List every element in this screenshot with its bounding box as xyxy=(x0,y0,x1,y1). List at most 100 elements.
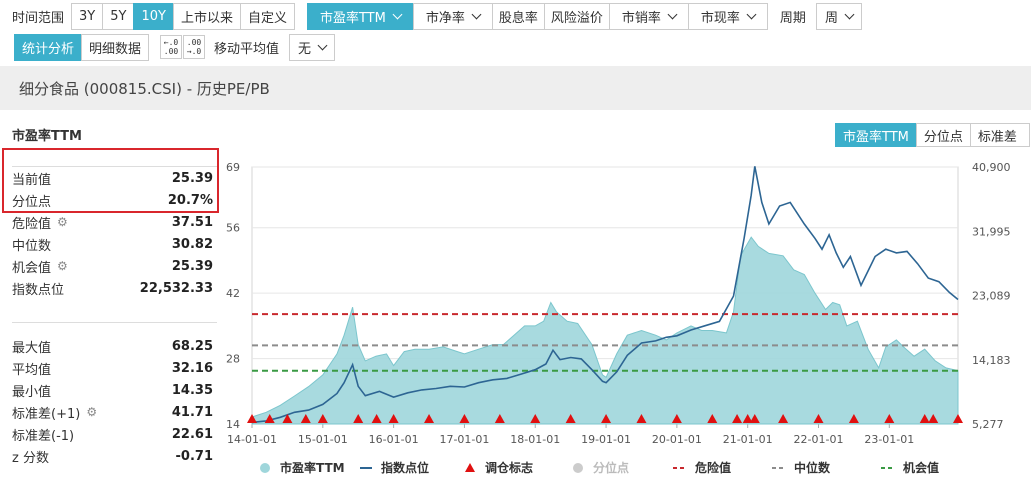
period-select[interactable]: 周 xyxy=(815,3,862,30)
x-tick-label: 17-01-01 xyxy=(439,433,489,446)
tab-risk-premium[interactable]: 风险溢价 xyxy=(543,3,610,30)
legend-marker-swatch xyxy=(465,463,475,472)
range-3y-button[interactable]: 3Y xyxy=(71,3,104,30)
stat-value: 22.61 xyxy=(171,426,213,442)
stat-index-row: 指数点位 22,532.33 xyxy=(12,278,213,298)
gear-icon[interactable]: ⚙ xyxy=(57,259,68,273)
x-tick-label: 21-01-01 xyxy=(723,433,773,446)
legend-label: 调仓标志 xyxy=(485,460,533,475)
decrease-decimals-icon[interactable]: .00 →.0 xyxy=(183,35,206,59)
stat-median-row: 中位数 30.82 xyxy=(12,234,213,254)
stat-value: 41.71 xyxy=(171,404,213,420)
gear-icon[interactable]: ⚙ xyxy=(86,405,98,419)
range-5y-button[interactable]: 5Y xyxy=(102,3,135,30)
tab-statistics[interactable]: 统计分析 xyxy=(14,33,83,61)
moving-average-select[interactable]: 无 xyxy=(289,33,336,61)
divider xyxy=(12,166,217,167)
rebalance-marker xyxy=(459,414,470,423)
rebalance-marker xyxy=(671,414,682,423)
y-left-tick-label: 56 xyxy=(226,222,240,235)
x-tick-label: 23-01-01 xyxy=(864,433,914,446)
tab-ps[interactable]: 市销率 xyxy=(608,3,689,30)
rebalance-marker xyxy=(742,414,753,423)
stat-label: 标准差(+1) xyxy=(12,406,81,422)
y-left-tick-label: 14 xyxy=(226,418,240,431)
x-tick-label: 18-01-01 xyxy=(510,433,560,446)
tab-details[interactable]: 明细数据 xyxy=(81,33,150,61)
x-tick-label: 15-01-01 xyxy=(298,433,348,446)
x-tick-label: 19-01-01 xyxy=(581,433,631,446)
rebalance-marker xyxy=(300,414,311,423)
rebalance-marker xyxy=(778,414,789,423)
tab-pcf[interactable]: 市现率 xyxy=(687,3,768,30)
tab-pb[interactable]: 市净率 xyxy=(412,3,493,30)
stat-label: 指数点位 xyxy=(12,282,65,298)
chevron-down-icon xyxy=(667,9,678,20)
y-right-tick-label: 31,995 xyxy=(972,225,1011,238)
stat-mean-row: 平均值 32.16 xyxy=(12,358,213,378)
rebalance-marker xyxy=(732,414,743,423)
tab-ps-label: 市销率 xyxy=(621,11,661,26)
view-tab-group: 统计分析 明细数据 xyxy=(14,33,150,61)
gear-icon[interactable]: ⚙ xyxy=(57,215,68,229)
rebalance-marker xyxy=(601,414,612,423)
y-right-tick-label: 14,183 xyxy=(972,354,1011,367)
rebalance-marker xyxy=(565,414,576,423)
time-range-group: 3Y 5Y 10Y 上市以来 自定义 xyxy=(71,3,295,30)
stat-danger-row: 危险值 ⚙ 37.51 xyxy=(12,212,213,232)
stat-value: 30.82 xyxy=(171,236,213,252)
stat-value: 14.35 xyxy=(171,382,213,398)
tab-pe-ttm[interactable]: 市盈率TTM xyxy=(306,3,414,30)
chart-tab-group: 市盈率TTM 分位点 标准差 xyxy=(835,123,1030,147)
stat-value: 22,532.33 xyxy=(139,280,213,296)
stat-label: 当前值 xyxy=(12,172,52,188)
stat-value: 25.39 xyxy=(171,170,213,186)
stat-label: 最小值 xyxy=(12,384,52,400)
stat-label: z 分数 xyxy=(12,450,49,466)
time-range-label: 时间范围 xyxy=(12,11,65,26)
x-tick-label: 14-01-01 xyxy=(227,433,277,446)
tab-pb-label: 市净率 xyxy=(425,11,465,26)
range-custom-button[interactable]: 自定义 xyxy=(239,3,295,30)
chart-tab-percentile[interactable]: 分位点 xyxy=(915,123,971,147)
y-left-tick-label: 69 xyxy=(226,161,240,174)
stat-value: 37.51 xyxy=(171,214,213,230)
range-since-listing-button[interactable]: 上市以来 xyxy=(172,3,241,30)
range-10y-button[interactable]: 10Y xyxy=(133,3,174,30)
period-label: 周期 xyxy=(779,11,806,26)
stat-label: 危险值 xyxy=(12,216,52,232)
stat-label: 分位点 xyxy=(12,194,52,210)
page-title-bar: 细分食品 (000815.CSI) - 历史PE/PB xyxy=(0,66,1031,110)
stat-std-minus-row: 标准差(-1) 22.61 xyxy=(12,424,213,444)
decimal-buttons: ←.0.00 .00 →.0 xyxy=(160,35,206,59)
pe-chart: 14 28 42 56 69 5,277 14,183 23,089 31,995 40,900 1… xyxy=(226,161,1011,475)
stat-label: 平均值 xyxy=(12,362,52,378)
rebalance-marker xyxy=(928,414,939,423)
increase-decimals-icon[interactable]: ←.0.00 xyxy=(160,35,183,59)
x-tick-label: 20-01-01 xyxy=(652,433,702,446)
moving-average-label: 移动平均值 xyxy=(214,41,280,57)
page-title: 细分食品 (000815.CSI) - 历史PE/PB xyxy=(19,79,270,98)
x-tick-label: 22-01-01 xyxy=(794,433,844,446)
rebalance-marker xyxy=(371,414,382,423)
stat-label: 中位数 xyxy=(12,238,52,254)
legend-label: 分位点 xyxy=(593,460,629,475)
rebalance-marker xyxy=(813,414,824,423)
legend-label: 指数点位 xyxy=(381,460,429,475)
rebalance-marker xyxy=(282,414,293,423)
stat-label: 最大值 xyxy=(12,340,52,356)
tab-dividend-yield[interactable]: 股息率 xyxy=(491,3,545,30)
chart-tab-pe[interactable]: 市盈率TTM xyxy=(835,123,917,147)
x-tick-label: 16-01-01 xyxy=(369,433,419,446)
legend-label: 机会值 xyxy=(903,460,939,475)
stat-max-row: 最大值 68.25 xyxy=(12,336,213,356)
chart-tab-std[interactable]: 标准差 xyxy=(969,123,1030,147)
rebalance-marker xyxy=(353,414,364,423)
chevron-down-icon xyxy=(317,40,328,50)
rebalance-marker xyxy=(953,414,963,423)
rebalance-marker xyxy=(530,414,541,423)
legend-label: 中位数 xyxy=(794,460,831,475)
rebalance-marker xyxy=(424,414,435,423)
stat-zscore-row: z 分数 -0.71 xyxy=(12,446,213,466)
divider xyxy=(12,322,217,323)
